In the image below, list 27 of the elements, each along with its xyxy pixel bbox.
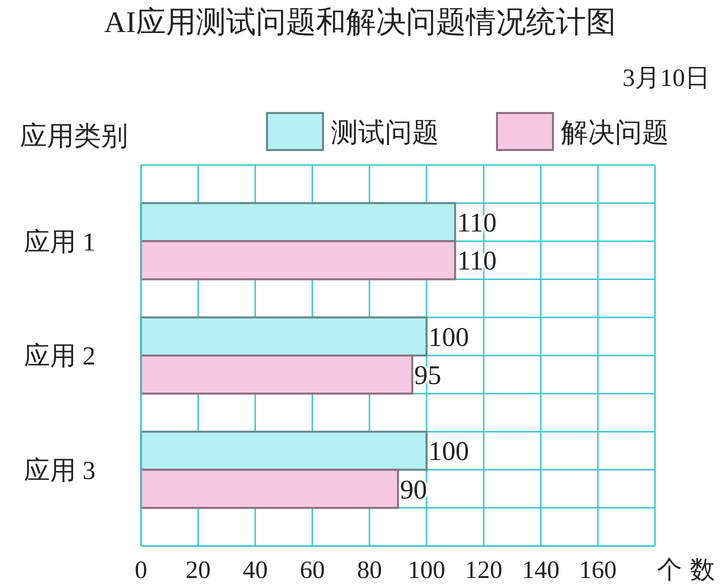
data-label: 100 <box>428 322 470 352</box>
chart-subtitle: 3月10日 <box>622 65 710 92</box>
x-tick-label: 100 <box>408 557 446 584</box>
legend-label: 测试问题 <box>331 117 439 148</box>
y-tick-label: 应用 2 <box>24 342 96 371</box>
x-axis-title: 个数 <box>657 557 721 584</box>
x-tick-label: 160 <box>579 557 617 584</box>
bar <box>140 468 399 509</box>
x-tick-label: 0 <box>134 557 148 584</box>
data-label: 90 <box>400 474 427 504</box>
bar <box>140 430 428 471</box>
legend-label: 解决问题 <box>561 117 669 148</box>
x-tick-label: 80 <box>356 557 382 584</box>
x-tick-label: 20 <box>186 557 211 584</box>
x-tick-label: 40 <box>242 557 268 584</box>
y-axis-title: 应用类别 <box>20 121 128 151</box>
y-tick-label: 应用 1 <box>24 227 96 256</box>
bar <box>140 202 456 242</box>
bar <box>140 354 414 395</box>
y-tick-label: 应用 3 <box>24 456 96 485</box>
x-tick-label: 120 <box>464 557 502 584</box>
data-label: 100 <box>428 436 470 466</box>
x-tick-label: 140 <box>522 557 560 584</box>
bar <box>140 240 456 280</box>
bar <box>140 316 428 356</box>
x-tick-label: 60 <box>300 557 325 584</box>
chart-title: AI应用测试问题和解决问题情况统计图 <box>104 6 616 39</box>
